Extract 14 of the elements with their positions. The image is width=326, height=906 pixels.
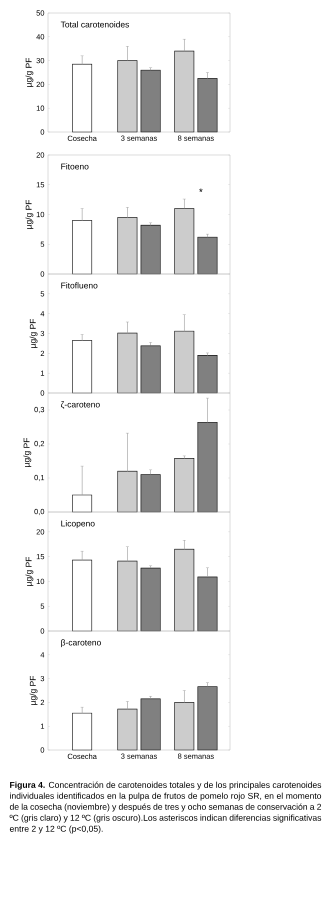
y-axis-title: µg/g PF [25, 556, 34, 586]
y-axis-title: µg/g PF [25, 200, 34, 229]
y-axis-title: µg/g PF [25, 58, 34, 87]
text: Fitoeno [61, 163, 89, 170]
annotation: * [199, 188, 203, 192]
text: Fitoflueno [61, 282, 98, 288]
text: ζ-caroteno [60, 401, 100, 409]
y-axis-title: µg/g PF [30, 676, 38, 705]
y-axis-title: µg/g PF [30, 318, 38, 348]
text: Total carotenoides [60, 21, 130, 28]
text: β-caroteno [61, 639, 101, 648]
text: Figura 4. Concentración de carotenoides totales y de los principales carotenoides individuales identificados en la pulpa de frutos de pomelo rojo SR, en el momento de la cosecha (noviembre) y después de tres y ocho semanas de conservación a 2 ºC (gris claro) y 12 ºC (gris oscuro).Los asteriscos indican diferencias significativas entre 2 y 12 ºC (p<0,05). [10, 782, 322, 834]
text: Licopeno [61, 520, 95, 528]
y-axis-title: µg/g PF [23, 438, 32, 467]
